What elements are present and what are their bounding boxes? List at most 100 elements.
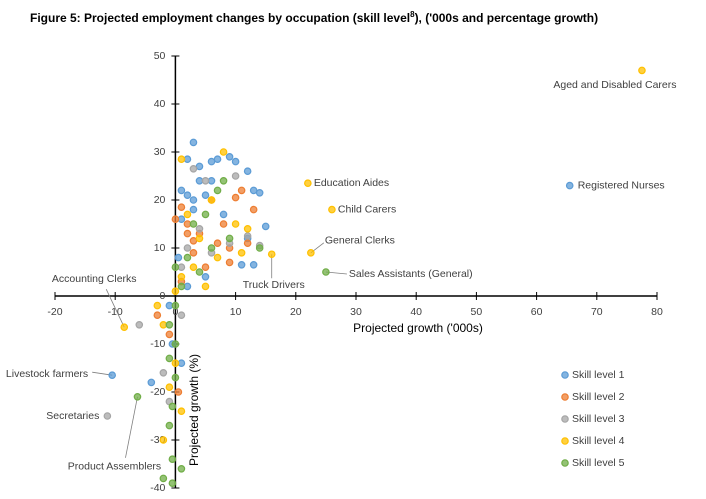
- data-point: [201, 263, 210, 272]
- y-tick-label: 10: [154, 242, 166, 254]
- data-point: [243, 225, 252, 233]
- data-point: [231, 220, 240, 228]
- data-point: [189, 220, 198, 228]
- data-point: [201, 282, 210, 291]
- data-point: [249, 205, 258, 214]
- data-point: [165, 354, 174, 363]
- point-label: Livestock farmers: [6, 368, 88, 380]
- point-label: Sales Assistants (General): [349, 268, 473, 280]
- data-point: [243, 167, 252, 176]
- data-point: [103, 412, 112, 420]
- data-point: [255, 244, 264, 252]
- data-point: [183, 191, 192, 200]
- data-point: [177, 272, 186, 281]
- data-point: [243, 232, 252, 240]
- x-tick-label: 40: [410, 306, 422, 318]
- data-point: [183, 229, 192, 238]
- data-point: [165, 320, 174, 329]
- data-point: [231, 172, 240, 180]
- data-point: [168, 479, 177, 488]
- legend-label: Skill level 2: [572, 391, 625, 403]
- x-tick-label: 0: [172, 306, 178, 318]
- data-point: [135, 320, 144, 329]
- leader-line: [125, 396, 138, 458]
- data-point: [171, 287, 180, 296]
- data-point: [183, 253, 192, 262]
- point-label: Accounting Clerks: [52, 273, 137, 285]
- y-tick-label: -10: [150, 338, 165, 350]
- data-point: [231, 157, 240, 166]
- y-tick-label: 30: [154, 146, 166, 158]
- data-point: [189, 249, 198, 257]
- x-tick-label: 80: [651, 306, 663, 318]
- legend-marker: [561, 437, 569, 445]
- data-point: [261, 222, 270, 231]
- data-point: [195, 225, 204, 233]
- y-axis-title: Projected growth (%): [187, 354, 201, 466]
- x-tick-label: 50: [471, 306, 483, 318]
- data-point: [133, 392, 142, 401]
- legend-label: Skill level 5: [572, 457, 625, 469]
- data-point: [189, 205, 198, 214]
- data-point: [177, 407, 186, 416]
- data-point: [171, 301, 180, 310]
- data-point: [255, 189, 264, 197]
- point-label: Education Aides: [314, 177, 389, 189]
- data-point: [219, 177, 228, 185]
- point-label: Truck Drivers: [243, 279, 305, 291]
- data-point: [177, 282, 186, 291]
- point-label: Registered Nurses: [578, 179, 665, 191]
- chart-title: Figure 5: Projected employment changes b…: [30, 10, 598, 25]
- data-point: [304, 179, 312, 188]
- y-tick-label: -40: [150, 482, 165, 494]
- data-point: [219, 220, 228, 228]
- data-point: [174, 388, 183, 396]
- data-point: [153, 311, 162, 320]
- x-tick-label: 30: [350, 306, 362, 318]
- data-point: [189, 263, 198, 272]
- data-point: [565, 181, 574, 190]
- data-point: [165, 421, 174, 430]
- data-point: [638, 66, 646, 75]
- y-tick-label: 20: [154, 194, 166, 206]
- x-tick-label: 20: [290, 306, 302, 318]
- data-point: [171, 263, 180, 272]
- data-point: [249, 260, 258, 269]
- x-tick-label: 60: [531, 306, 543, 318]
- point-label: Aged and Disabled Carers: [553, 79, 676, 91]
- x-tick-label: 70: [591, 306, 603, 318]
- legend-label: Skill level 4: [572, 435, 625, 447]
- data-point: [189, 165, 198, 173]
- data-point: [219, 210, 228, 219]
- data-point: [168, 455, 177, 464]
- data-point: [237, 186, 246, 195]
- data-point: [177, 311, 186, 320]
- x-tick-label: -10: [108, 306, 123, 318]
- data-point: [120, 323, 129, 332]
- title-footnote: 8: [410, 10, 415, 19]
- data-point: [195, 234, 204, 243]
- point-label: Product Assemblers: [68, 461, 161, 473]
- y-tick-label: 40: [154, 98, 166, 110]
- y-tick-label: -20: [150, 386, 165, 398]
- leader-line: [105, 289, 125, 328]
- legend-marker: [561, 415, 569, 423]
- point-label: Secretaries: [46, 410, 99, 422]
- data-point: [201, 191, 210, 200]
- data-point: [207, 196, 216, 204]
- x-axis-title: Projected growth ('000s): [353, 321, 483, 335]
- data-point: [231, 193, 240, 202]
- data-point: [195, 268, 204, 276]
- data-point: [171, 359, 180, 368]
- legend-label: Skill level 3: [572, 413, 625, 425]
- data-point: [213, 239, 222, 248]
- data-point: [267, 250, 276, 259]
- data-point: [307, 249, 315, 257]
- legend-marker: [561, 459, 569, 467]
- data-point: [189, 138, 198, 147]
- data-point: [243, 239, 252, 248]
- data-point: [189, 196, 198, 204]
- data-point: [213, 155, 222, 164]
